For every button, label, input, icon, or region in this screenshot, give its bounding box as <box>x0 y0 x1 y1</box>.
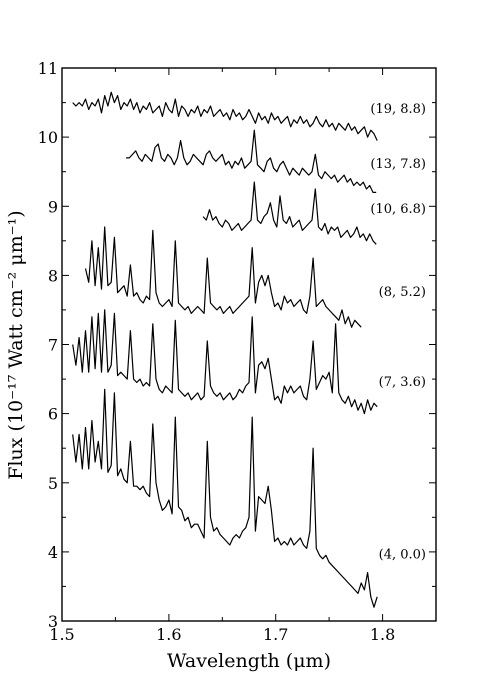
series-label: (8, 5.2) <box>379 285 426 300</box>
series-labels: (4, 0.0) (7, 3.6) (8, 5.2) (10, 6.8) (13, 7.… <box>370 102 426 563</box>
x-tick-label: 1.6 <box>156 625 181 644</box>
y-tick-label: 7 <box>48 336 58 355</box>
y-tick-label: 11 <box>38 59 58 78</box>
x-axis-title: Wavelength (μm) <box>167 650 331 672</box>
y-tick-label: 9 <box>48 197 58 216</box>
spectrum-line <box>126 129 377 193</box>
spectrum-line <box>72 91 378 141</box>
series-label: (10, 6.8) <box>370 202 426 217</box>
spectra-series <box>72 91 378 608</box>
series-label: (4, 0.0) <box>379 548 426 563</box>
y-tick-label: 6 <box>48 405 58 424</box>
y-tick-label: 8 <box>48 266 58 285</box>
plot-frame <box>61 67 437 622</box>
y-axis-title: Flux (10⁻¹⁷ Watt cm⁻² μm⁻¹) <box>5 210 27 479</box>
y-tick-label: 4 <box>48 543 58 562</box>
y-tick-label: 5 <box>48 474 58 493</box>
x-tick-label: 1.7 <box>263 625 288 644</box>
x-tick-label: 1.5 <box>49 625 74 644</box>
y-tick-label: 10 <box>38 128 58 147</box>
spectrum-line <box>202 181 377 245</box>
series-label: (7, 3.6) <box>379 375 426 390</box>
x-axis: 1.5 1.6 1.7 1.8 <box>49 68 437 644</box>
spectrum-line <box>72 388 378 608</box>
series-label: (19, 8.8) <box>370 102 426 117</box>
spectrum-line <box>84 226 362 328</box>
y-axis: 3 4 5 6 7 8 9 10 11 <box>38 59 436 631</box>
series-label: (13, 7.8) <box>370 157 426 172</box>
x-tick-label: 1.8 <box>370 625 395 644</box>
y-tick-label: 3 <box>48 612 58 631</box>
spectrum-line <box>72 309 378 415</box>
